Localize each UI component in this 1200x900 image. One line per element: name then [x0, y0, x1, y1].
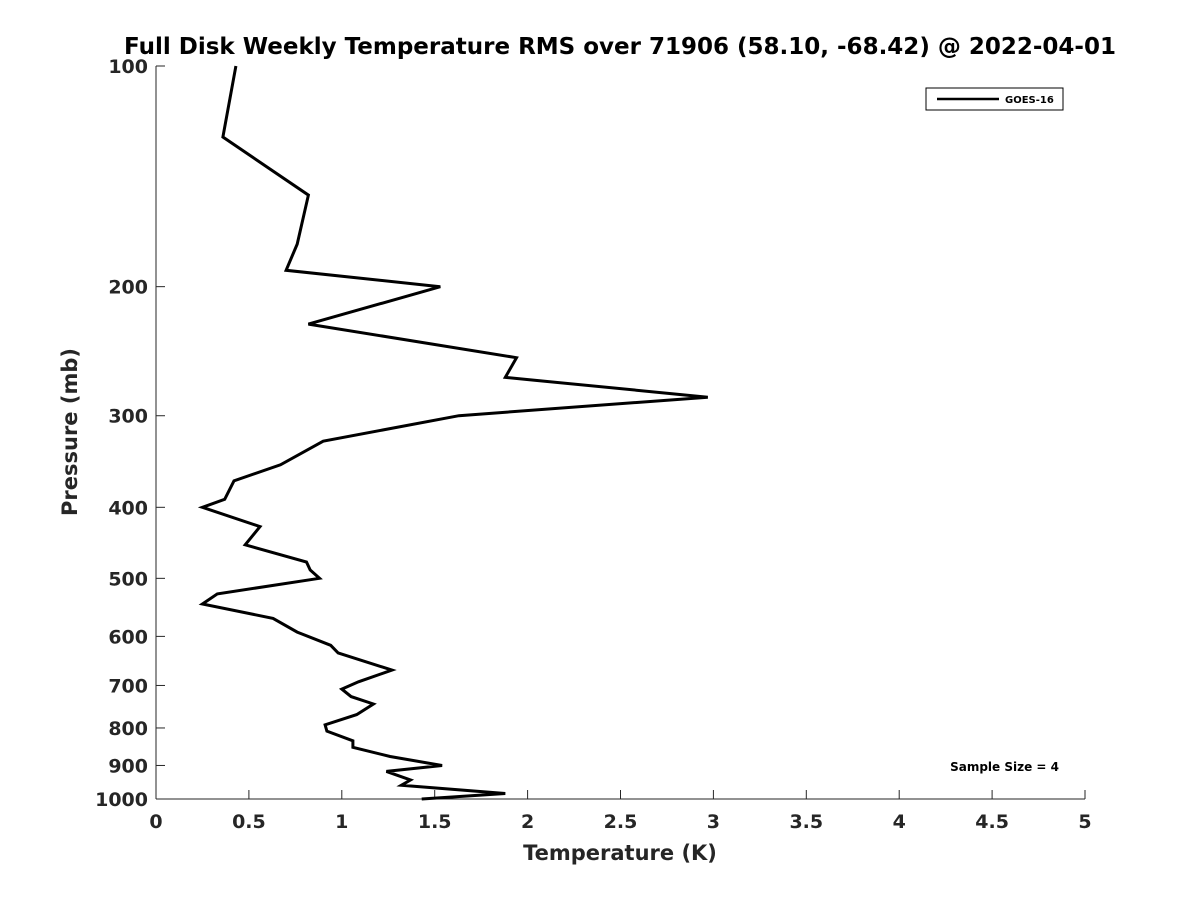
series-line-goes-16 — [197, 65, 708, 801]
x-tick-label: 3.5 — [789, 811, 823, 833]
y-tick-label: 500 — [108, 568, 148, 590]
x-tick-label: 4.5 — [975, 811, 1009, 833]
x-tick-label: 0 — [149, 811, 162, 833]
x-tick-label: 4 — [893, 811, 906, 833]
x-axis-ticks: 0 0.5 1 1.5 2 2.5 3 3.5 4 4.5 5 — [149, 790, 1092, 833]
y-tick-label: 700 — [108, 675, 148, 697]
plot-area — [155, 66, 1085, 800]
x-axis-label: Temperature (K) — [523, 841, 717, 865]
legend: GOES-16 — [925, 87, 1064, 111]
sample-size-annotation: Sample Size = 4 — [950, 760, 1059, 774]
y-axis-label: Pressure (mb) — [58, 348, 82, 516]
x-tick-label: 5 — [1078, 811, 1091, 833]
chart-title: Full Disk Weekly Temperature RMS over 71… — [124, 34, 1116, 60]
legend-entry-goes-16: GOES-16 — [1005, 95, 1054, 106]
series-group — [197, 65, 708, 801]
x-tick-label: 0.5 — [232, 811, 266, 833]
y-tick-label: 900 — [108, 755, 148, 777]
y-tick-label: 400 — [108, 497, 148, 519]
y-tick-label: 300 — [108, 406, 148, 428]
x-tick-label: 2.5 — [604, 811, 638, 833]
y-tick-label: 800 — [108, 718, 148, 740]
y-axis-ticks: 100 200 300 400 500 600 700 800 900 1000 — [95, 56, 165, 811]
y-tick-label: 200 — [108, 277, 148, 299]
x-tick-label: 3 — [707, 811, 720, 833]
y-tick-label: 1000 — [95, 789, 148, 811]
x-tick-label: 1.5 — [418, 811, 452, 833]
y-tick-label: 100 — [108, 56, 148, 78]
y-tick-label: 600 — [108, 626, 148, 648]
x-tick-label: 2 — [521, 811, 534, 833]
x-tick-label: 1 — [335, 811, 348, 833]
